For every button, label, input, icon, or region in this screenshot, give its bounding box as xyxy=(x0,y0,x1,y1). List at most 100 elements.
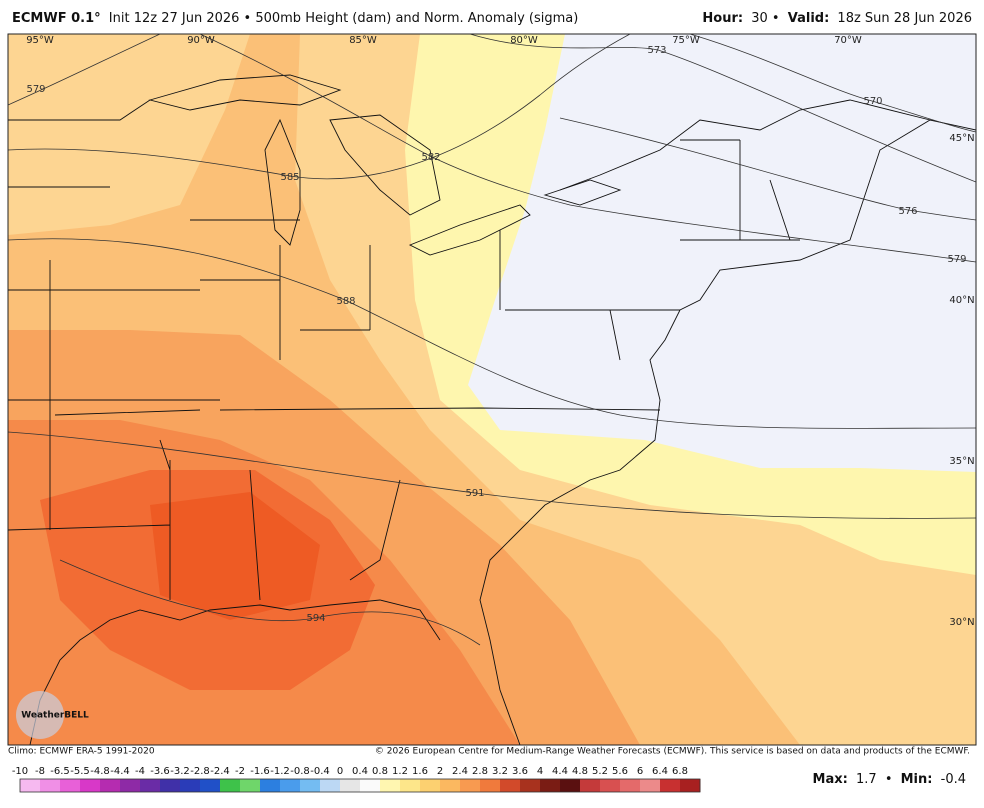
colorbar-cell xyxy=(340,779,361,792)
lake-michigan xyxy=(264,118,301,246)
lat-label: 40°N xyxy=(949,295,974,306)
colorbar-label: 2.4 xyxy=(452,766,468,777)
contour-label: 582 xyxy=(421,152,440,163)
max: 1.7 xyxy=(856,772,877,787)
valid: 18z Sun 28 Jun 2026 xyxy=(837,11,972,26)
lon-label: 95°W xyxy=(26,35,54,46)
colorbar-cell xyxy=(60,779,81,792)
hour-label: Hour: xyxy=(702,11,743,26)
colorbar-cell xyxy=(540,779,561,792)
lon-label: 75°W xyxy=(672,35,700,46)
colorbar-label: 0 xyxy=(337,766,343,777)
coastline-east xyxy=(479,119,976,745)
contour-label: 576 xyxy=(898,206,917,217)
colorbar-label: -4 xyxy=(135,766,145,777)
colorbar-label: 4.4 xyxy=(552,766,568,777)
colorbar-label: -2.8 xyxy=(190,766,210,777)
colorbar-label: 3.6 xyxy=(512,766,528,777)
logo: WeatherBELL xyxy=(16,691,89,739)
colorbar-cell xyxy=(220,779,241,792)
header-right: Hour: 30 • Valid: 18z Sun 28 Jun 2026 xyxy=(702,11,972,26)
colorbar-cell xyxy=(320,779,341,792)
colorbar-label: -8 xyxy=(35,766,45,777)
border-canada xyxy=(8,99,931,191)
colorbar-label: -4.4 xyxy=(110,766,130,777)
colorbar-label: 5.6 xyxy=(612,766,628,777)
colorbar-cell xyxy=(200,779,221,792)
colorbar-label: 2.8 xyxy=(472,766,488,777)
colorbar-label: 6.4 xyxy=(652,766,668,777)
coastline-gulf xyxy=(29,599,441,745)
colorbar-cell xyxy=(680,779,701,792)
valid-label: Valid: xyxy=(788,11,830,26)
contour xyxy=(469,34,976,183)
map-area: WeatherBELL xyxy=(8,34,976,745)
colorbar-label: -1.6 xyxy=(250,766,270,777)
colorbar-label: 4 xyxy=(537,766,543,777)
contour xyxy=(559,117,976,221)
colorbar-label: 5.2 xyxy=(592,766,608,777)
colorbar-cell xyxy=(40,779,61,792)
colorbar-label: 1.2 xyxy=(392,766,408,777)
contour xyxy=(689,34,976,133)
lon-label: 85°W xyxy=(349,35,377,46)
shade-neutral xyxy=(468,34,976,472)
contour xyxy=(199,34,976,263)
lat-label: 35°N xyxy=(949,456,974,467)
lake-huron xyxy=(329,114,441,216)
lon-label: 70°W xyxy=(834,35,862,46)
shade-red-2 xyxy=(150,492,320,620)
colorbar-label: 1.6 xyxy=(412,766,428,777)
contour-label: 585 xyxy=(280,172,299,183)
colorbar-label: 6.8 xyxy=(672,766,688,777)
colorbar-cell xyxy=(280,779,301,792)
logo-text: WeatherBELL xyxy=(21,711,89,721)
colorbar-label: -2.4 xyxy=(210,766,230,777)
contour-label: 591 xyxy=(465,488,484,499)
copyright: © 2026 European Centre for Medium-Range … xyxy=(375,747,970,757)
contour xyxy=(8,34,631,180)
hour: 30 • xyxy=(751,11,779,26)
contour-label: 573 xyxy=(647,45,666,56)
colorbar-cell xyxy=(300,779,321,792)
colorbar-label: -3.6 xyxy=(150,766,170,777)
colorbar-cell xyxy=(560,779,581,792)
colorbar-cell xyxy=(120,779,141,792)
colorbar-cell xyxy=(440,779,461,792)
separator: • xyxy=(885,772,893,787)
colorbar-cell xyxy=(400,779,421,792)
colorbar-label: 6 xyxy=(637,766,643,777)
logo-mark xyxy=(16,691,64,739)
colorbar-label: -4.8 xyxy=(90,766,110,777)
colorbar-frame xyxy=(19,778,701,793)
lat-label: 45°N xyxy=(949,133,974,144)
climo: Climo: ECMWF ERA-5 1991-2020 xyxy=(8,747,155,757)
colorbar-label: 0.4 xyxy=(352,766,368,777)
colorbar-cell xyxy=(180,779,201,792)
colorbar-cell xyxy=(600,779,621,792)
contour-label: 570 xyxy=(863,96,882,107)
map-frame xyxy=(7,33,977,746)
contour xyxy=(8,34,161,106)
colorbar-label: 2 xyxy=(437,766,443,777)
colorbar-cell xyxy=(140,779,161,792)
colorbar-label: -2 xyxy=(235,766,245,777)
colorbar-cell xyxy=(380,779,401,792)
colorbar-cell xyxy=(80,779,101,792)
colorbar-label: -10 xyxy=(12,766,28,777)
colorbar-cell xyxy=(20,779,41,792)
header-left: ECMWF 0.1° Init 12z 27 Jun 2026 • 500mb … xyxy=(12,11,578,26)
state-lines xyxy=(8,139,800,601)
contour-label: 594 xyxy=(306,613,325,624)
colorbar-cell xyxy=(520,779,541,792)
contour-label: 579 xyxy=(26,84,45,95)
lake-erie xyxy=(408,204,531,256)
colorbar-label: 3.2 xyxy=(492,766,508,777)
lake-superior xyxy=(148,74,342,111)
colorbar-label: -6.5 xyxy=(50,766,70,777)
colorbar-label: -0.8 xyxy=(290,766,310,777)
colorbar-cell xyxy=(240,779,261,792)
colorbar-cell xyxy=(420,779,441,792)
colorbar-label: -1.2 xyxy=(270,766,290,777)
colorbar-cell xyxy=(580,779,601,792)
